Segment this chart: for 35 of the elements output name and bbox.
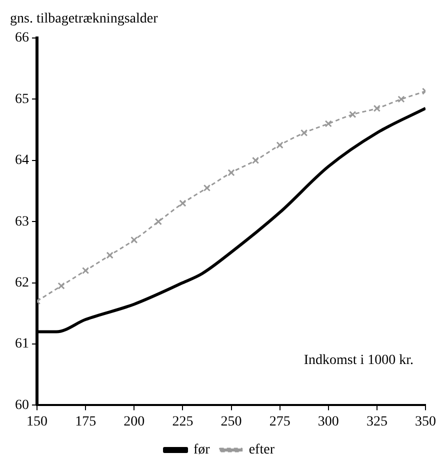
x-tick-label: 150 bbox=[26, 414, 48, 430]
point bbox=[130, 236, 138, 244]
legend-label: efter bbox=[248, 442, 275, 458]
point bbox=[373, 104, 381, 112]
y-tick-label: 63 bbox=[15, 214, 29, 230]
x-axis-title: Indkomst i 1000 kr. bbox=[304, 352, 414, 368]
point bbox=[324, 120, 332, 128]
point bbox=[58, 282, 65, 290]
point bbox=[179, 200, 186, 207]
y-tick-label: 65 bbox=[15, 92, 29, 107]
point bbox=[398, 96, 405, 103]
point bbox=[349, 110, 356, 118]
point bbox=[252, 156, 260, 164]
y-tick-label: 62 bbox=[15, 275, 29, 290]
point bbox=[300, 129, 308, 136]
x-tick-label: 200 bbox=[124, 414, 145, 430]
x-tick-label: 300 bbox=[318, 414, 339, 430]
point bbox=[82, 266, 90, 274]
point bbox=[228, 169, 235, 176]
y-tick-label: 64 bbox=[15, 153, 29, 168]
x-tick-label: 175 bbox=[75, 414, 96, 430]
x-tick-label: 225 bbox=[172, 414, 194, 430]
point bbox=[106, 252, 114, 259]
y-tick-label: 60 bbox=[15, 398, 29, 413]
legend-label: før bbox=[194, 442, 210, 458]
y-axis-title: gns. tilbagetrækningsalder bbox=[10, 12, 158, 27]
x-tick-label: 275 bbox=[269, 414, 290, 430]
point bbox=[276, 142, 284, 149]
x-tick-label: 350 bbox=[415, 414, 436, 430]
y-tick-label: 66 bbox=[15, 30, 29, 46]
point bbox=[154, 218, 162, 226]
point bbox=[203, 184, 211, 192]
y-tick-label: 61 bbox=[15, 336, 29, 352]
x-tick-label: 325 bbox=[366, 414, 388, 430]
x-tick-label: 250 bbox=[220, 414, 242, 430]
